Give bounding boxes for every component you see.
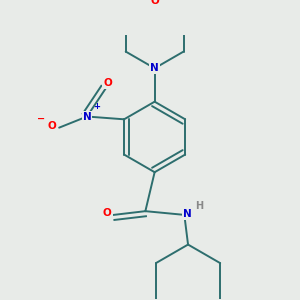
Text: +: + [93, 102, 100, 111]
Text: N: N [150, 63, 159, 73]
Text: O: O [47, 121, 56, 131]
Text: N: N [183, 209, 191, 219]
Text: O: O [103, 78, 112, 88]
Text: O: O [103, 208, 112, 218]
Text: O: O [150, 0, 159, 7]
Text: −: − [37, 113, 45, 123]
Text: N: N [82, 112, 91, 122]
Text: H: H [195, 201, 203, 211]
